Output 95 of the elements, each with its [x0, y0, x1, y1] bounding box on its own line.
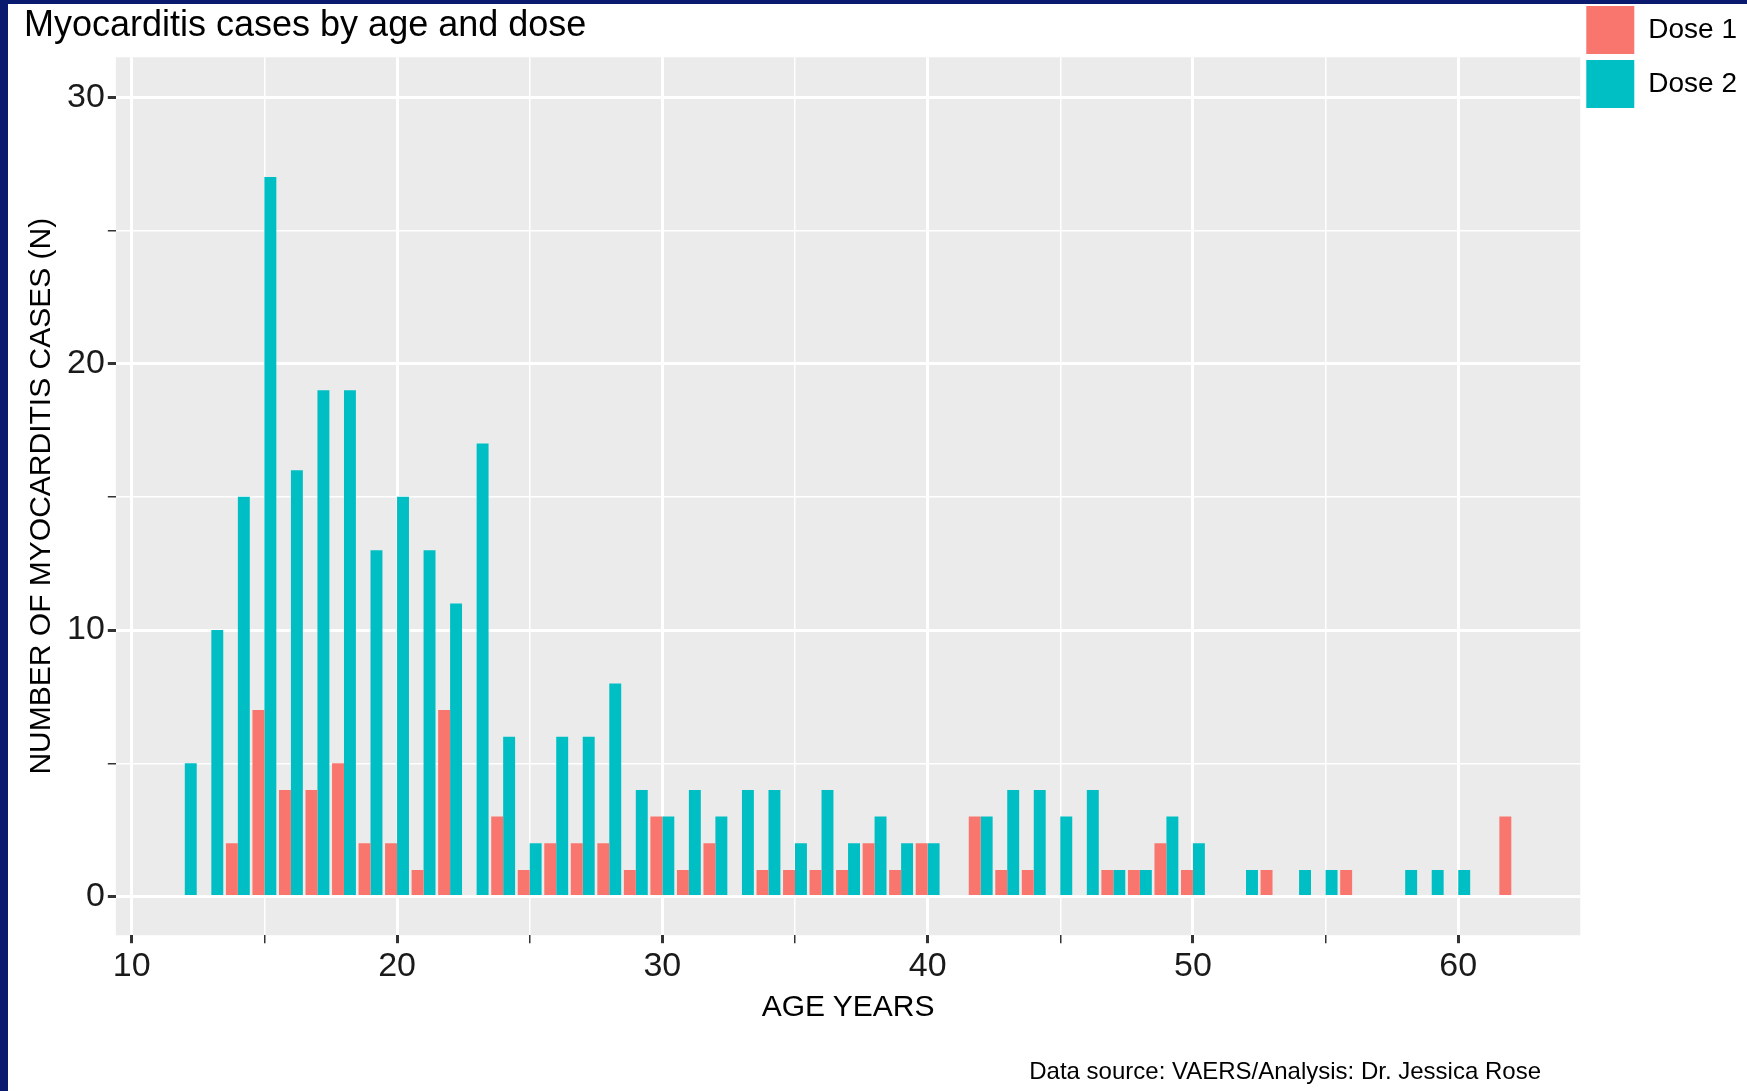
- bar: [411, 869, 424, 896]
- bar: [1431, 869, 1444, 896]
- y-tick-label: 0: [85, 874, 105, 913]
- bar: [809, 869, 822, 896]
- bar: [1499, 816, 1512, 896]
- bar: [1325, 869, 1338, 896]
- bar: [423, 550, 436, 896]
- bar: [450, 603, 463, 896]
- bar: [278, 789, 291, 896]
- bar: [676, 869, 689, 896]
- bar: [597, 843, 610, 896]
- bar: [968, 816, 981, 896]
- bar: [343, 390, 356, 896]
- bar: [1139, 869, 1152, 896]
- y-tick-label: 20: [66, 342, 105, 381]
- bar: [995, 869, 1008, 896]
- bar: [1021, 869, 1034, 896]
- x-tick-label: 60: [1439, 944, 1478, 983]
- bar: [503, 736, 516, 896]
- bar: [1086, 789, 1099, 896]
- bar: [438, 710, 451, 896]
- bar: [1405, 869, 1418, 896]
- bar: [862, 843, 875, 896]
- y-tick-label: 30: [66, 75, 105, 114]
- bar: [290, 470, 303, 896]
- bar: [980, 816, 993, 896]
- bar: [662, 816, 675, 896]
- bar: [1458, 869, 1471, 896]
- x-tick-label: 50: [1174, 944, 1212, 983]
- bar: [703, 843, 716, 896]
- bar: [1101, 869, 1114, 896]
- bar: [476, 443, 489, 896]
- bar: [385, 843, 398, 896]
- x-axis-title: AGE YEARS: [761, 989, 935, 1023]
- y-axis-title: NUMBER OF MYOCARDITIS CASES (N): [23, 217, 57, 775]
- bar: [184, 763, 197, 896]
- bar: [783, 869, 795, 896]
- bar: [305, 789, 318, 896]
- bar: [582, 736, 595, 896]
- bar: [237, 496, 250, 896]
- bar: [491, 816, 504, 896]
- legend-label: Dose 2: [1648, 66, 1737, 98]
- bar: [1246, 869, 1258, 896]
- bar: [1181, 869, 1193, 896]
- bar: [570, 843, 583, 896]
- x-tick-label: 20: [378, 944, 416, 983]
- bar: [370, 550, 383, 896]
- bar: [529, 843, 542, 896]
- bar: [650, 816, 663, 896]
- bar: [1007, 789, 1020, 896]
- bar: [252, 710, 265, 896]
- bar: [544, 843, 557, 896]
- bar: [609, 683, 622, 896]
- bar: [1060, 816, 1073, 896]
- bar: [264, 177, 277, 896]
- bar: [821, 789, 834, 896]
- bar: [1154, 843, 1167, 896]
- bar: [397, 496, 409, 896]
- bar: [794, 843, 807, 896]
- bar: [848, 843, 860, 896]
- bar: [556, 736, 569, 896]
- x-tick-label: 40: [908, 944, 947, 983]
- bar: [741, 789, 754, 896]
- x-tick-label: 30: [643, 944, 682, 983]
- bar: [211, 630, 224, 896]
- bar: [874, 816, 887, 896]
- bar: [1192, 843, 1205, 896]
- source-note: Data source: VAERS/Analysis: Dr. Jessica Rose: [1029, 1057, 1541, 1085]
- bar: [517, 869, 530, 896]
- bar: [768, 789, 781, 896]
- bar: [1113, 869, 1126, 896]
- bar: [715, 816, 728, 896]
- bar: [1340, 869, 1353, 896]
- y-tick-label: 10: [66, 608, 105, 647]
- legend-label: Dose 1: [1648, 12, 1737, 44]
- bar: [358, 843, 371, 896]
- bar: [1166, 816, 1179, 896]
- bar: [927, 843, 940, 896]
- bar: [915, 843, 928, 896]
- bar: [1299, 869, 1311, 896]
- x-tick-label: 10: [112, 944, 151, 983]
- bar: [1260, 869, 1273, 896]
- bar: [688, 789, 701, 896]
- bar: [901, 843, 914, 896]
- bar: [225, 843, 238, 896]
- bar: [1033, 789, 1046, 896]
- bar: [756, 869, 769, 896]
- bar: [889, 869, 902, 896]
- bar: [317, 390, 330, 896]
- bar: [623, 869, 636, 896]
- bar: [635, 789, 648, 896]
- bar: [836, 869, 849, 896]
- bar: [1127, 869, 1140, 896]
- bar: [332, 763, 344, 896]
- chart-title: Myocarditis cases by age and dose: [24, 2, 587, 44]
